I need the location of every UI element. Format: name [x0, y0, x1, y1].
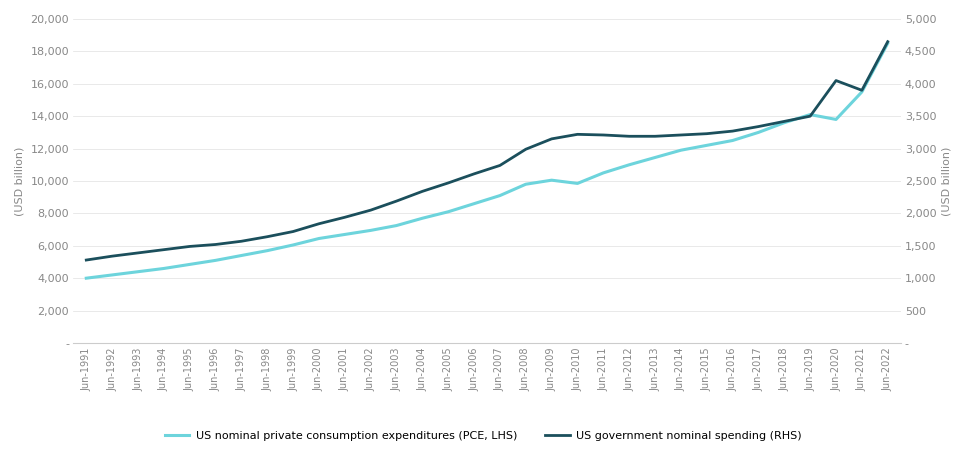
US government nominal spending (RHS): [468, 171, 480, 177]
US government nominal spending (RHS): [365, 207, 376, 213]
US nominal private consumption expenditures (PCE, LHS): [727, 138, 739, 143]
Y-axis label: (USD billion): (USD billion): [15, 146, 25, 216]
US government nominal spending (RHS): [649, 133, 660, 139]
US government nominal spending (RHS): [727, 129, 739, 134]
US nominal private consumption expenditures (PCE, LHS): [545, 178, 557, 183]
US nominal private consumption expenditures (PCE, LHS): [598, 170, 609, 175]
US nominal private consumption expenditures (PCE, LHS): [494, 193, 506, 198]
US nominal private consumption expenditures (PCE, LHS): [236, 253, 248, 258]
US nominal private consumption expenditures (PCE, LHS): [261, 248, 273, 253]
US government nominal spending (RHS): [624, 133, 635, 139]
US nominal private consumption expenditures (PCE, LHS): [80, 276, 92, 281]
US nominal private consumption expenditures (PCE, LHS): [805, 112, 816, 117]
US nominal private consumption expenditures (PCE, LHS): [391, 223, 402, 228]
US government nominal spending (RHS): [856, 87, 867, 93]
US government nominal spending (RHS): [494, 163, 506, 168]
US government nominal spending (RHS): [571, 132, 583, 137]
US government nominal spending (RHS): [236, 239, 248, 244]
US government nominal spending (RHS): [805, 114, 816, 119]
Legend: US nominal private consumption expenditures (PCE, LHS), US government nominal sp: US nominal private consumption expenditu…: [161, 427, 806, 446]
US nominal private consumption expenditures (PCE, LHS): [882, 41, 894, 46]
US government nominal spending (RHS): [184, 244, 195, 249]
US government nominal spending (RHS): [261, 234, 273, 239]
US government nominal spending (RHS): [831, 78, 842, 83]
US government nominal spending (RHS): [443, 180, 454, 186]
US nominal private consumption expenditures (PCE, LHS): [184, 262, 195, 267]
US government nominal spending (RHS): [598, 132, 609, 138]
US government nominal spending (RHS): [339, 215, 351, 220]
US nominal private consumption expenditures (PCE, LHS): [624, 162, 635, 167]
US government nominal spending (RHS): [417, 189, 428, 194]
US nominal private consumption expenditures (PCE, LHS): [132, 269, 144, 274]
US nominal private consumption expenditures (PCE, LHS): [158, 266, 169, 271]
US government nominal spending (RHS): [391, 198, 402, 204]
US nominal private consumption expenditures (PCE, LHS): [313, 236, 325, 241]
US nominal private consumption expenditures (PCE, LHS): [520, 181, 532, 187]
US government nominal spending (RHS): [313, 221, 325, 226]
US nominal private consumption expenditures (PCE, LHS): [856, 89, 867, 95]
US nominal private consumption expenditures (PCE, LHS): [339, 232, 351, 237]
US nominal private consumption expenditures (PCE, LHS): [649, 155, 660, 160]
US nominal private consumption expenditures (PCE, LHS): [571, 181, 583, 186]
US government nominal spending (RHS): [132, 250, 144, 256]
US nominal private consumption expenditures (PCE, LHS): [468, 201, 480, 207]
US government nominal spending (RHS): [158, 247, 169, 253]
US nominal private consumption expenditures (PCE, LHS): [752, 130, 764, 135]
US government nominal spending (RHS): [752, 124, 764, 129]
Line: US government nominal spending (RHS): US government nominal spending (RHS): [86, 41, 888, 260]
US nominal private consumption expenditures (PCE, LHS): [106, 272, 118, 278]
US government nominal spending (RHS): [675, 132, 687, 138]
US nominal private consumption expenditures (PCE, LHS): [701, 143, 713, 148]
US nominal private consumption expenditures (PCE, LHS): [778, 120, 790, 125]
US government nominal spending (RHS): [210, 242, 221, 247]
Y-axis label: (USD billion): (USD billion): [942, 146, 952, 216]
US nominal private consumption expenditures (PCE, LHS): [365, 228, 376, 233]
US government nominal spending (RHS): [778, 119, 790, 124]
US government nominal spending (RHS): [287, 229, 299, 234]
US nominal private consumption expenditures (PCE, LHS): [210, 258, 221, 263]
US nominal private consumption expenditures (PCE, LHS): [675, 147, 687, 153]
US government nominal spending (RHS): [545, 136, 557, 142]
US nominal private consumption expenditures (PCE, LHS): [417, 216, 428, 221]
US government nominal spending (RHS): [106, 253, 118, 259]
US government nominal spending (RHS): [80, 258, 92, 263]
Line: US nominal private consumption expenditures (PCE, LHS): US nominal private consumption expenditu…: [86, 43, 888, 278]
US nominal private consumption expenditures (PCE, LHS): [831, 117, 842, 122]
US government nominal spending (RHS): [520, 147, 532, 152]
US government nominal spending (RHS): [701, 131, 713, 136]
US nominal private consumption expenditures (PCE, LHS): [443, 209, 454, 215]
US nominal private consumption expenditures (PCE, LHS): [287, 242, 299, 248]
US government nominal spending (RHS): [882, 39, 894, 44]
